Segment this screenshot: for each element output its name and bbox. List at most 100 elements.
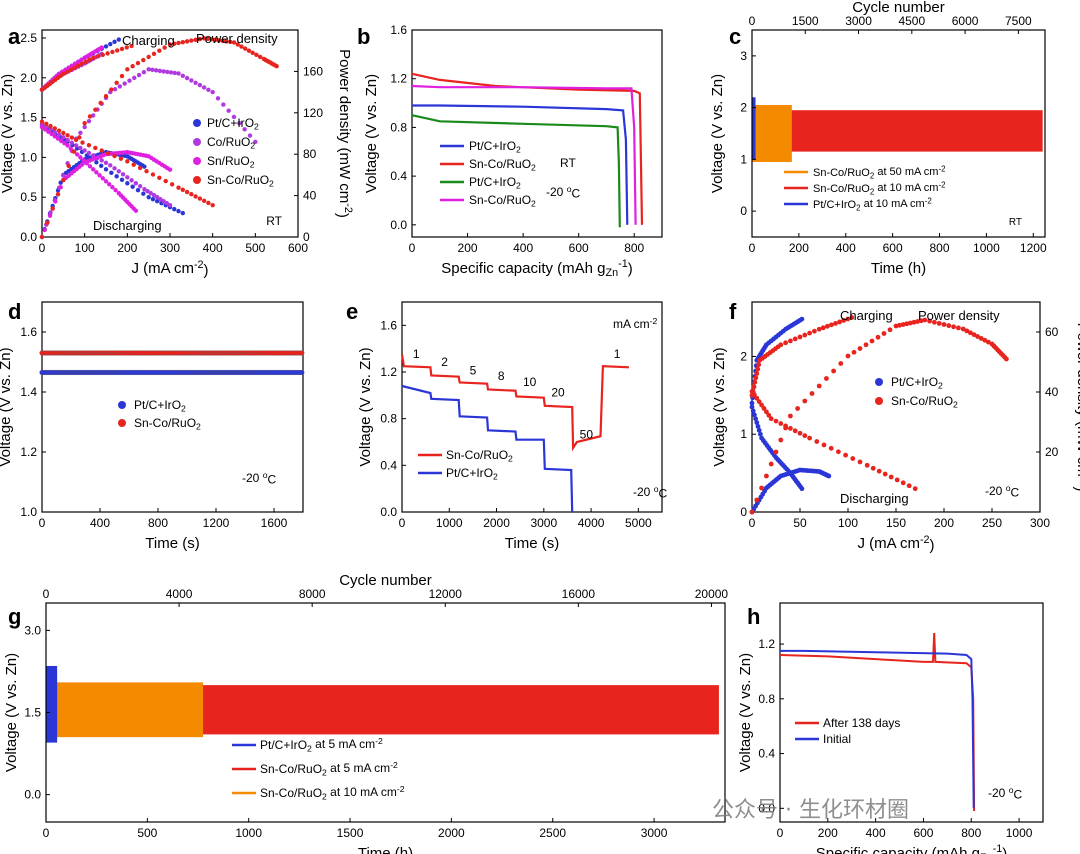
data-point [250, 50, 255, 55]
panel-c: 0 200 400 600 800 1000 1200 0 1 2 3 0 1500 3000 4500 60… [709, 0, 1047, 277]
constant-voltage-series [39, 350, 305, 356]
data-point [72, 61, 78, 67]
y-axis-label: Voltage (V vs. Zn) [0, 74, 16, 193]
data-point [792, 336, 798, 342]
data-point [224, 39, 229, 44]
x-tick-label: 1000 [973, 241, 1000, 255]
x-tick-label: 2500 [539, 826, 566, 840]
data-point [788, 338, 793, 344]
x2-tick-label: 4500 [898, 14, 925, 28]
y2-tick-label: 80 [303, 147, 317, 161]
power-curve [749, 467, 832, 515]
data-point [816, 383, 822, 389]
data-point [870, 465, 876, 471]
data-point [103, 160, 109, 166]
data-point [210, 89, 215, 95]
y-axis-label: Voltage (V vs. Zn) [709, 74, 726, 193]
x-axis-label: J (mA cm-2​) [857, 534, 934, 554]
x-tick-label: 800 [148, 516, 168, 530]
data-point [150, 172, 156, 177]
y2-tick-label: 0 [303, 230, 310, 244]
data-point [795, 406, 800, 411]
data-point [922, 317, 928, 323]
data-point [864, 462, 870, 468]
data-point [180, 210, 185, 216]
x-tick-label: 300 [160, 241, 180, 255]
y-axis-label: Voltage (V vs. Zn) [3, 653, 20, 772]
x2-tick-label: 12000 [429, 587, 463, 601]
y2-tick-label: 40 [303, 189, 317, 203]
data-point [39, 234, 45, 240]
data-point [176, 185, 181, 190]
data-point [155, 198, 160, 204]
data-point [146, 54, 151, 60]
discharge-curve [411, 72, 644, 225]
rate-label: 8 [498, 369, 505, 383]
data-point [99, 163, 104, 169]
rate-label: 5 [470, 363, 477, 377]
data-point [114, 174, 119, 179]
data-point [83, 59, 88, 65]
data-point [119, 177, 125, 182]
y-tick-label: 0.4 [380, 458, 397, 472]
data-point [956, 325, 961, 331]
data-point [145, 189, 150, 194]
data-point [226, 108, 231, 113]
data-point [86, 143, 92, 148]
data-point [828, 445, 834, 451]
data-point [201, 85, 207, 90]
data-point [887, 327, 893, 333]
data-point [851, 349, 857, 355]
y-tick-label: 1.2 [390, 72, 407, 86]
data-point [826, 473, 832, 479]
data-point [97, 173, 102, 178]
data-point [93, 145, 98, 151]
data-point [68, 146, 74, 151]
data-point [904, 321, 910, 327]
data-point [61, 71, 66, 76]
x-tick-label: 500 [245, 241, 265, 255]
data-point [56, 132, 62, 137]
y-tick-label: 1.6 [380, 318, 397, 332]
data-point [49, 131, 54, 137]
data-point [951, 324, 956, 330]
constant-voltage-series [39, 369, 305, 376]
legend-label: Sn-Co/RuO2​ [207, 173, 274, 189]
data-point [153, 68, 159, 73]
rate-curve [400, 354, 629, 452]
annotation-charging: Charging [122, 33, 175, 48]
data-point [39, 119, 45, 124]
data-point [135, 188, 141, 193]
x2-axis-label: Cycle number [852, 0, 945, 16]
x-axis-label: Specific capacity (mAh gZn​-1​) [816, 843, 1007, 854]
data-point [758, 431, 763, 437]
data-point [243, 46, 248, 51]
data-point [863, 342, 869, 348]
data-point [857, 459, 863, 465]
x-tick-label: 800 [930, 241, 950, 255]
data-point [165, 69, 170, 75]
legend-label: Pt/C+IrO2​ at 5 mA cm-2​ [260, 736, 383, 753]
data-point [756, 427, 762, 433]
panel-letter: a [8, 24, 21, 49]
data-point [73, 143, 79, 148]
data-point [253, 139, 258, 144]
annotation-discharging: Discharging [840, 491, 909, 506]
data-point [888, 474, 894, 480]
y-tick-label: 0.4 [758, 747, 775, 761]
data-point [61, 177, 66, 183]
x-tick-label: 0 [409, 241, 416, 255]
data-point [807, 330, 812, 336]
data-point [220, 38, 225, 44]
data-point [773, 449, 779, 455]
data-point [941, 322, 947, 327]
data-point [133, 181, 139, 186]
x-tick-label: 100 [838, 516, 858, 530]
data-point [157, 48, 162, 53]
data-point [754, 395, 760, 401]
data-point [86, 150, 92, 156]
data-point [45, 220, 50, 225]
data-point [52, 129, 57, 135]
data-point [103, 179, 109, 184]
data-point [189, 192, 194, 197]
